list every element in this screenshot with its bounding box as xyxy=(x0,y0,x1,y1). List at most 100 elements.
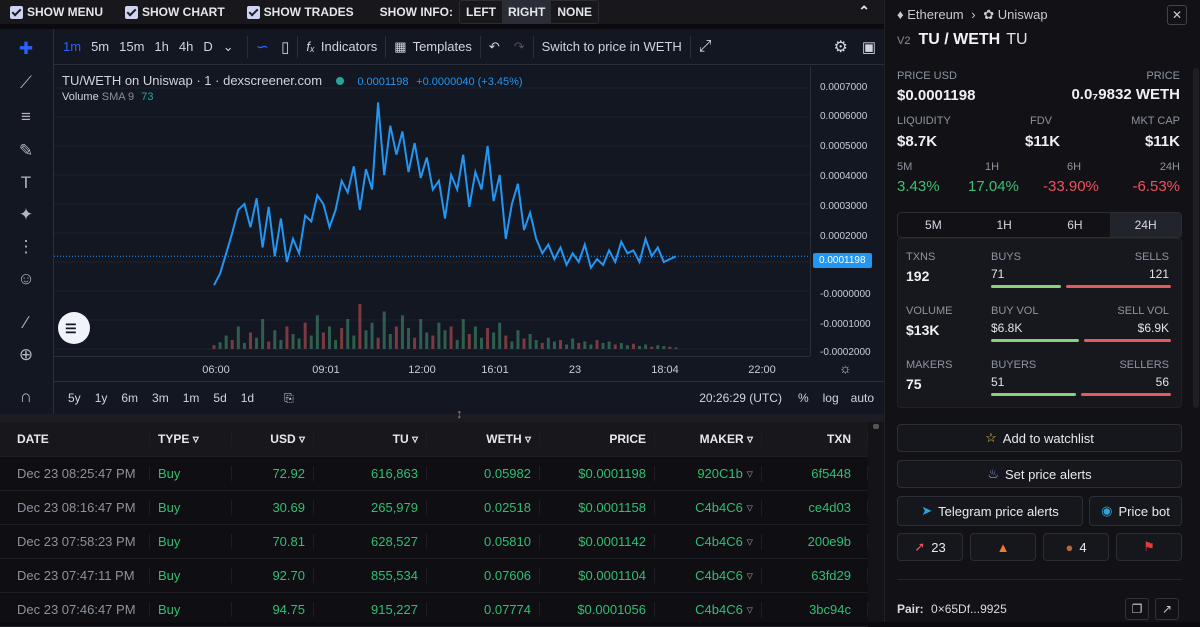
table-row[interactable]: Dec 23 07:47:11 PM Buy 92.70 855,534 0.07606… xyxy=(0,559,868,593)
range-1m[interactable]: 1m xyxy=(182,391,200,405)
emoji-icon[interactable]: ☺ xyxy=(17,269,35,288)
watchlist-button[interactable]: ☆ Add to watchlist xyxy=(897,424,1182,452)
x-tick: 22:00 xyxy=(748,364,776,376)
camera-icon[interactable]: ▣ xyxy=(861,38,876,56)
tab-24h[interactable]: 24H xyxy=(1110,213,1181,237)
volume-bar xyxy=(382,311,386,349)
fire-reaction[interactable]: ▲ xyxy=(970,533,1036,561)
col-tu[interactable]: TU ▿ xyxy=(314,432,427,446)
trade-txn[interactable]: 6f5448 xyxy=(762,466,868,481)
rocket-reaction[interactable]: ➚ 23 xyxy=(897,533,963,561)
timeframe-15m[interactable]: 15m xyxy=(119,39,145,54)
col-type[interactable]: TYPE ▿ xyxy=(150,432,232,446)
price-bot-button[interactable]: ◉ Price bot xyxy=(1089,496,1182,526)
time-axis[interactable]: 06:00 09:01 12:00 16:01 23 18:04 22:00 xyxy=(54,356,810,378)
zoom-icon[interactable]: ⊕ xyxy=(18,345,34,364)
show-menu-checkbox[interactable]: SHOW MENU xyxy=(10,5,103,19)
col-date[interactable]: DATE xyxy=(0,432,150,446)
timeframe-d[interactable]: D xyxy=(203,39,213,54)
trade-txn[interactable]: 200e9b xyxy=(762,534,868,549)
measure-lines-icon[interactable]: ⋮ xyxy=(17,237,35,256)
undo-icon[interactable]: ↶ xyxy=(488,38,500,54)
magnet-icon[interactable]: ∩ xyxy=(19,387,33,406)
col-txn[interactable]: TXN xyxy=(762,432,868,446)
display-options-bar: SHOW MENU SHOW CHART SHOW TRADES SHOW IN… xyxy=(0,0,884,24)
price-pane[interactable]: ☰ xyxy=(54,66,810,356)
poop-reaction[interactable]: ● 4 xyxy=(1043,533,1109,561)
panel-scrollbar[interactable] xyxy=(1193,68,1199,408)
tab-6h[interactable]: 6H xyxy=(1067,218,1083,232)
fullscreen-icon[interactable]: ⤢ xyxy=(698,37,712,55)
trade-maker[interactable]: 920C1b ▿ xyxy=(655,465,762,482)
trade-txn[interactable]: 63fd29 xyxy=(762,568,868,583)
timeframe-5m[interactable]: 5m xyxy=(91,39,110,54)
table-row[interactable]: Dec 23 08:25:47 PM Buy 72.92 616,863 0.05982… xyxy=(0,457,868,491)
trade-date: Dec 23 07:58:23 PM xyxy=(0,534,150,549)
flag-reaction[interactable]: ⚑ xyxy=(1116,533,1182,561)
trendline-icon[interactable]: ⟋ xyxy=(20,73,32,92)
timeframe-1h[interactable]: 1h xyxy=(154,39,169,54)
telegram-alerts-button[interactable]: ➤ Telegram price alerts xyxy=(897,496,1083,526)
copy-icon[interactable]: ❐ xyxy=(1125,598,1149,620)
brush-icon[interactable]: ✎ xyxy=(18,141,34,160)
price-axis[interactable]: 0.0007000 0.0006000 0.0005000 0.0004000 … xyxy=(810,66,884,358)
resize-arrows-icon[interactable]: ↕ xyxy=(456,406,463,421)
col-usd[interactable]: USD ▿ xyxy=(232,432,314,446)
trade-txn[interactable]: 3bc94c xyxy=(762,602,868,617)
line-style-icon[interactable]: ∽ xyxy=(255,38,270,56)
range-3m[interactable]: 3m xyxy=(152,391,169,405)
table-row[interactable]: Dec 23 07:58:23 PM Buy 70.81 628,527 0.05810… xyxy=(0,525,868,559)
percent-toggle[interactable]: % xyxy=(797,391,809,405)
filter-icon: ▿ xyxy=(742,601,753,617)
txns-label: TXNS xyxy=(906,251,936,263)
timeframe-1m[interactable]: 1m xyxy=(63,39,82,54)
timeframe-4h[interactable]: 4h xyxy=(178,39,194,54)
trade-maker[interactable]: C4b4C6 ▿ xyxy=(655,567,762,584)
table-row[interactable]: Dec 23 08:16:47 PM Buy 30.69 265,979 0.02518… xyxy=(0,491,868,525)
breadcrumb-chain[interactable]: Ethereum xyxy=(907,7,964,22)
candles-icon[interactable]: ▯ xyxy=(281,38,290,56)
info-none-option[interactable]: NONE xyxy=(557,5,593,19)
pattern-icon[interactable]: ✦ xyxy=(18,205,34,224)
info-left-option[interactable]: LEFT xyxy=(466,5,496,19)
templates-button[interactable]: Templates xyxy=(412,39,472,54)
range-1y[interactable]: 1y xyxy=(94,391,108,405)
tab-1h[interactable]: 1H xyxy=(996,218,1012,232)
col-price[interactable]: PRICE xyxy=(540,432,655,446)
close-icon[interactable]: ✕ xyxy=(1167,5,1187,25)
range-6m[interactable]: 6m xyxy=(121,391,139,405)
change-24h-label: 24H xyxy=(1159,161,1180,173)
fib-lines-icon[interactable]: ≡ xyxy=(21,107,31,126)
show-trades-checkbox[interactable]: SHOW TRADES xyxy=(246,5,354,19)
log-toggle[interactable]: log xyxy=(822,391,839,405)
range-5d[interactable]: 5d xyxy=(213,391,227,405)
col-maker[interactable]: MAKER ▿ xyxy=(655,432,762,446)
show-chart-checkbox[interactable]: SHOW CHART xyxy=(125,5,225,19)
tab-5m[interactable]: 5M xyxy=(925,218,942,232)
breadcrumb-dex[interactable]: Uniswap xyxy=(997,7,1048,22)
external-link-icon[interactable]: ↗ xyxy=(1155,598,1179,620)
text-tool-icon[interactable]: T xyxy=(20,173,32,192)
trade-maker[interactable]: C4b4C6 ▿ xyxy=(655,533,762,550)
settings-gear-icon[interactable]: ⚙ xyxy=(833,38,848,56)
collapse-caret-icon[interactable]: ⌃ xyxy=(858,3,870,19)
info-right-option[interactable]: RIGHT xyxy=(502,1,552,23)
ruler-icon[interactable]: ∕ xyxy=(24,313,28,332)
table-scrollbar[interactable] xyxy=(868,422,884,622)
auto-toggle[interactable]: auto xyxy=(850,391,874,405)
chevron-down-icon[interactable]: ⌄ xyxy=(222,38,234,54)
resize-handle[interactable]: ↕ xyxy=(0,406,884,422)
crosshair-icon[interactable]: ✚ xyxy=(18,39,34,58)
range-5y[interactable]: 5y xyxy=(68,391,81,405)
axis-settings-icon[interactable]: ☼ xyxy=(839,360,852,376)
trade-maker[interactable]: C4b4C6 ▿ xyxy=(655,499,762,516)
switch-price-button[interactable]: Switch to price in WETH xyxy=(541,39,682,54)
goto-date-icon[interactable]: ⎘ xyxy=(284,390,294,405)
price-alerts-button[interactable]: ♨ Set price alerts xyxy=(897,460,1182,488)
indicators-button[interactable]: Indicators xyxy=(320,39,378,54)
trade-txn[interactable]: ce4d03 xyxy=(762,500,868,515)
redo-icon[interactable]: ↷ xyxy=(513,38,525,54)
trade-maker[interactable]: C4b4C6 ▿ xyxy=(655,601,762,618)
col-weth[interactable]: WETH ▿ xyxy=(427,432,540,446)
range-1d[interactable]: 1d xyxy=(240,391,255,405)
